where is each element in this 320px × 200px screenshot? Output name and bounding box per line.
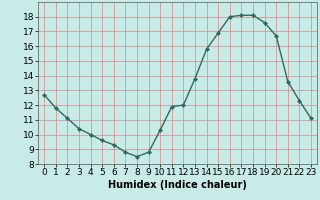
X-axis label: Humidex (Indice chaleur): Humidex (Indice chaleur) (108, 180, 247, 190)
